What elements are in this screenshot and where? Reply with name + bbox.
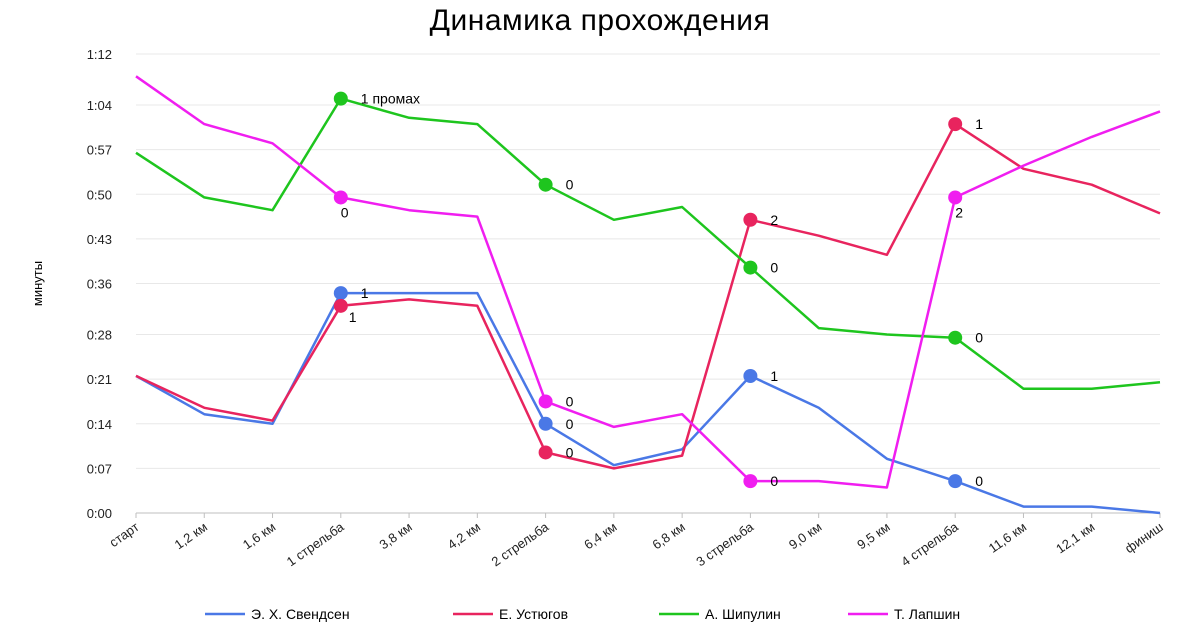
series-line — [135, 75, 1161, 489]
x-tick-label: 1,2 км — [172, 519, 210, 552]
legend-entry: Е. Устюгов — [499, 606, 568, 622]
x-tick-label: 11,6 км — [986, 519, 1030, 556]
y-tick-label: 0:21 — [87, 372, 112, 387]
legend-entry: Э. Х. Свендсен — [251, 606, 350, 622]
data-point-marker — [948, 190, 963, 205]
data-point-marker — [948, 117, 963, 132]
marker-label: 0 — [566, 416, 574, 432]
series-markers — [333, 91, 963, 489]
x-axis: старт 1,2 км 1,6 км 1 стрельба 3,8 км 4,2 км 2… — [107, 513, 1166, 569]
x-tick-label: 3 стрельба — [693, 519, 756, 570]
y-tick-label: 0:00 — [87, 506, 112, 521]
marker-label: 1 промах — [361, 91, 420, 107]
marker-label: 1 — [361, 285, 369, 301]
y-tick-label: 0:28 — [87, 328, 112, 343]
legend-entry: А. Шипулин — [705, 606, 781, 622]
y-tick-label: 0:43 — [87, 232, 112, 247]
x-tick-label: 1 стрельба — [284, 519, 347, 570]
y-tick-label: 0:50 — [87, 187, 112, 202]
marker-label: 1 — [770, 368, 778, 384]
data-point-marker — [743, 212, 758, 227]
marker-label: 0 — [770, 260, 778, 276]
data-point-marker — [333, 91, 348, 106]
gridlines — [136, 53, 1160, 514]
y-axis: 0:00 0:07 0:14 0:21 0:28 0:36 0:43 0:50 0:57 1:04… — [87, 47, 112, 521]
marker-label: 0 — [975, 473, 983, 489]
y-tick-label: 1:04 — [87, 98, 112, 113]
marker-label: 1 — [349, 309, 357, 325]
x-tick-label: 6,8 км — [650, 519, 688, 552]
y-tick-label: 0:07 — [87, 461, 112, 476]
data-point-marker — [743, 474, 758, 489]
data-point-marker — [743, 368, 758, 383]
y-tick-label: 0:14 — [87, 417, 112, 432]
legend-entry: Т. Лапшин — [894, 606, 960, 622]
x-tick-label: 12,1 км — [1053, 519, 1097, 556]
series-lines — [135, 75, 1161, 515]
marker-label: 2 — [955, 204, 963, 220]
data-point-marker — [948, 330, 963, 345]
x-tick-label: 4,2 км — [445, 519, 483, 552]
marker-labels: 1 0 1 0 1 0 2 1 1 промах 0 0 0 0 0 0 2 — [341, 91, 983, 490]
y-tick-label: 0:36 — [87, 277, 112, 292]
marker-label: 1 — [975, 116, 983, 132]
marker-label: 0 — [341, 204, 349, 220]
data-point-marker — [538, 177, 553, 192]
x-tick-label: 2 стрельба — [489, 519, 552, 570]
series-line — [135, 291, 1161, 515]
y-axis-title: минуты — [30, 261, 45, 306]
data-point-marker — [333, 286, 348, 301]
marker-label: 2 — [770, 212, 778, 228]
data-point-marker — [538, 416, 553, 431]
x-tick-label: 1,6 км — [240, 519, 278, 552]
data-point-marker — [538, 445, 553, 460]
data-point-marker — [948, 474, 963, 489]
y-tick-label: 1:12 — [87, 47, 112, 62]
x-tick-label: старт — [107, 519, 142, 550]
marker-label: 0 — [566, 444, 574, 460]
data-point-marker — [333, 190, 348, 205]
x-tick-label: 3,8 км — [376, 519, 414, 552]
data-point-marker — [333, 298, 348, 313]
marker-label: 0 — [566, 177, 574, 193]
marker-label: 0 — [566, 393, 574, 409]
x-tick-label: 9,5 км — [854, 519, 892, 552]
x-tick-label: 4 стрельба — [898, 519, 961, 570]
marker-label: 0 — [975, 330, 983, 346]
y-tick-label: 0:57 — [87, 143, 112, 158]
series-line — [135, 122, 1161, 470]
x-tick-label: финиш — [1122, 519, 1166, 556]
x-tick-label: 9,0 км — [786, 519, 824, 552]
x-tick-label: 6,4 км — [581, 519, 619, 552]
series-line — [135, 97, 1161, 390]
legend: Э. Х. Свендсен Е. Устюгов А. Шипулин Т. Лап… — [205, 606, 960, 622]
data-point-marker — [743, 260, 758, 275]
data-point-marker — [538, 394, 553, 409]
chart-title: Динамика прохождения — [429, 4, 771, 37]
marker-label: 0 — [770, 473, 778, 489]
